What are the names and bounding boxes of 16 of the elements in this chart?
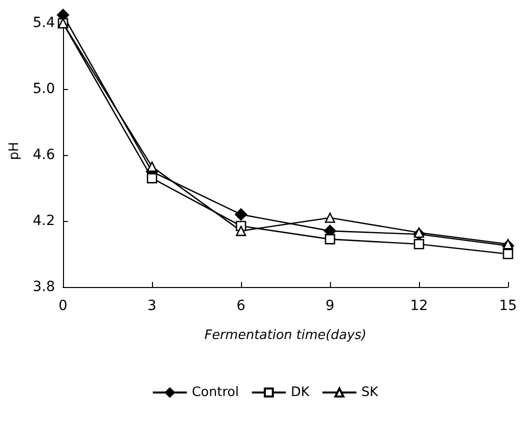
- x-tick-label: 15: [499, 298, 517, 314]
- x-tick-label: 9: [326, 298, 334, 314]
- x-tick-label: 0: [58, 298, 68, 314]
- legend-label: SK: [361, 385, 379, 400]
- y-tick-label: 3.8: [32, 279, 55, 295]
- x-tick-label: 12: [410, 298, 428, 314]
- legend-label: Control: [192, 385, 239, 400]
- y-tick-label: 4.2: [32, 213, 55, 230]
- legend-label: DK: [290, 385, 310, 400]
- y-tick-label: 4.6: [32, 147, 56, 164]
- y-tick-label: 5.4: [32, 15, 56, 32]
- y-axis-title: pH: [7, 142, 22, 160]
- y-tick-label: 5.0: [32, 81, 55, 98]
- x-axis-title: Fermentation time(days): [204, 328, 367, 343]
- x-tick-label: 6: [236, 298, 246, 314]
- x-tick-label: 3: [148, 298, 156, 314]
